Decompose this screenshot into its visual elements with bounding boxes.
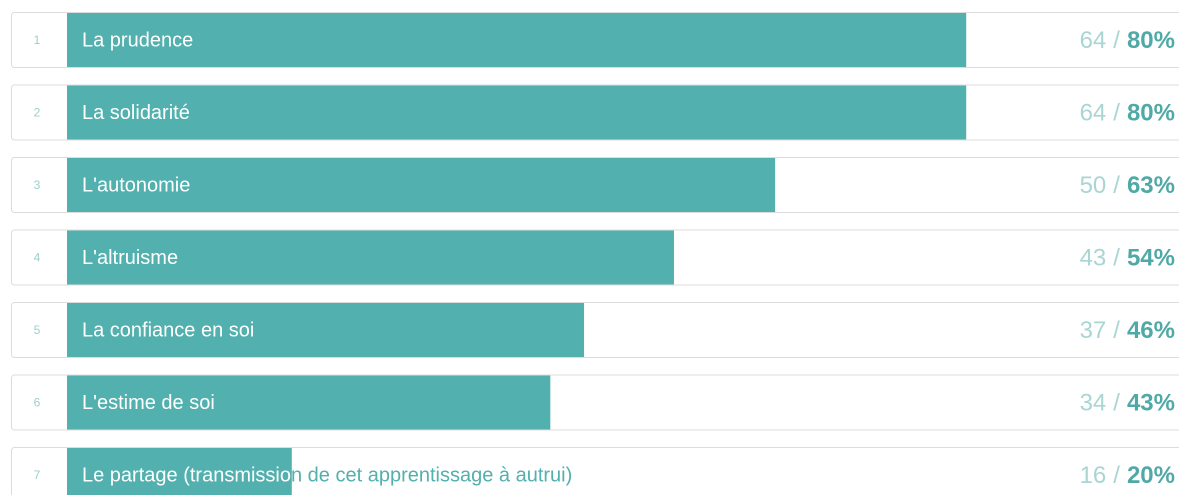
category-label: La prudence	[82, 29, 193, 51]
category-label: L'altruisme	[82, 247, 178, 269]
rank: 5	[34, 323, 41, 337]
value-label: 64/ 80%	[1080, 100, 1175, 127]
bar	[67, 230, 674, 285]
count: 64	[1080, 27, 1107, 54]
category-label: L'autonomie	[82, 174, 190, 196]
bar	[67, 448, 292, 495]
category-label: La confiance en soi	[82, 319, 254, 341]
category-label: L'autonomie	[82, 174, 190, 196]
count: 34	[1080, 390, 1107, 417]
separator: /	[1113, 462, 1120, 489]
value-label: 34/ 43%	[1080, 390, 1175, 417]
row-box	[11, 447, 1179, 495]
separator: /	[1113, 172, 1120, 199]
percent: 63%	[1127, 172, 1175, 199]
category-label: La confiance en soi	[82, 319, 254, 341]
value-label: 43/ 54%	[1080, 245, 1175, 272]
bar	[67, 303, 585, 357]
bar	[67, 375, 551, 430]
rank: 6	[34, 396, 41, 410]
separator: /	[1113, 100, 1120, 127]
count: 16	[1080, 462, 1107, 489]
rank: 4	[34, 251, 41, 265]
value-label: 50/ 63%	[1080, 172, 1175, 199]
count: 50	[1080, 172, 1107, 199]
separator: /	[1113, 245, 1120, 272]
category-label: Le partage (transmission de cet apprenti…	[82, 464, 572, 486]
category-label: L'estime de soi	[82, 392, 215, 414]
percent: 20%	[1127, 462, 1175, 489]
bar	[67, 13, 967, 67]
value-label: 64/ 80%	[1080, 27, 1175, 54]
rank: 3	[34, 178, 41, 192]
count: 37	[1080, 317, 1107, 344]
category-label: L'altruisme	[82, 247, 178, 269]
value-label: 16/ 20%	[1080, 462, 1175, 489]
percent: 80%	[1127, 100, 1175, 127]
bar	[67, 85, 967, 140]
count: 64	[1080, 100, 1107, 127]
percent: 43%	[1127, 390, 1175, 417]
separator: /	[1113, 27, 1120, 54]
category-label: L'estime de soi	[82, 392, 215, 414]
value-label: 37/ 46%	[1080, 317, 1175, 344]
rank: 2	[34, 106, 41, 120]
percent: 46%	[1127, 317, 1175, 344]
percent: 54%	[1127, 245, 1175, 272]
count: 43	[1080, 245, 1107, 272]
category-label: La prudence	[82, 29, 193, 51]
rank: 1	[34, 33, 41, 47]
rank: 7	[34, 468, 41, 482]
separator: /	[1113, 317, 1120, 344]
separator: /	[1113, 390, 1120, 417]
bar	[67, 158, 776, 212]
category-label: La solidarité	[82, 102, 190, 124]
category-label: Le partage (transmission de cet apprenti…	[82, 464, 572, 486]
category-label: La solidarité	[82, 102, 190, 124]
percent: 80%	[1127, 27, 1175, 54]
